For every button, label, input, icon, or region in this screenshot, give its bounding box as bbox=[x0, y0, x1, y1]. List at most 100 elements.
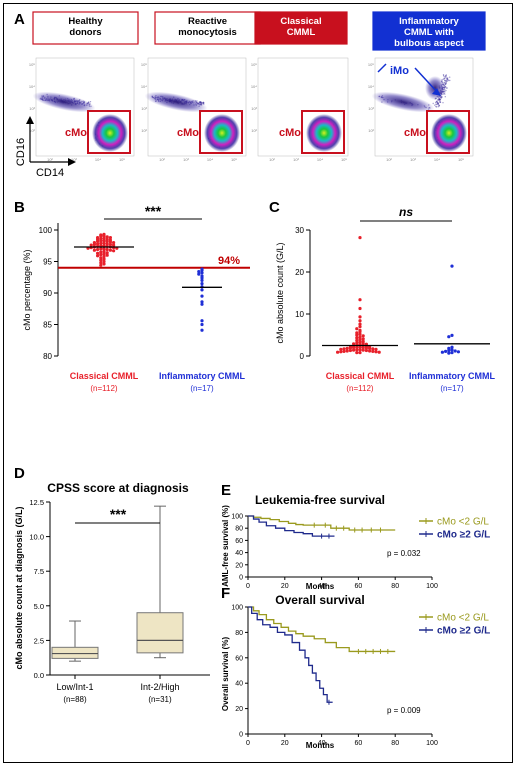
flow-event-dot bbox=[442, 74, 445, 76]
flow-event-dot bbox=[439, 100, 441, 102]
flow-hotspot bbox=[204, 114, 240, 152]
xtick-label: 40 bbox=[318, 740, 326, 747]
panel-f-plot: 0 20 40 60 80 100 0 20 40 60 80 100 bbox=[231, 605, 438, 748]
data-point-classical bbox=[96, 254, 100, 258]
flow-event-dot bbox=[443, 78, 445, 80]
flow-event-dot bbox=[446, 78, 448, 80]
flow-event-dot bbox=[446, 87, 448, 89]
flow-event-dot bbox=[438, 105, 440, 107]
flow-axis-tick: 10³ bbox=[29, 106, 35, 111]
figure-border bbox=[3, 3, 513, 763]
flow-event-dot bbox=[202, 101, 204, 104]
flow-event-dot bbox=[437, 103, 439, 105]
group-header-line: CMML bbox=[287, 27, 316, 38]
flow-event-dot bbox=[203, 101, 205, 104]
legend-label-0: cMo <2 G/L bbox=[437, 517, 489, 528]
ytick-label: 40 bbox=[235, 681, 243, 688]
data-point-classical bbox=[377, 350, 381, 354]
flow-event-dot bbox=[447, 78, 449, 81]
data-point-classical bbox=[355, 348, 359, 352]
xtick-label: 0 bbox=[246, 740, 250, 747]
data-point-classical bbox=[105, 239, 109, 243]
ytick-label: 60 bbox=[235, 538, 243, 545]
flow-event-dot bbox=[436, 103, 439, 105]
data-point-classical bbox=[105, 251, 109, 255]
ytick-label: 2.5 bbox=[34, 636, 44, 645]
data-point-inflammatory bbox=[200, 319, 204, 323]
flow-event-dot bbox=[446, 87, 448, 89]
data-point-classical bbox=[102, 252, 106, 256]
cmo-gate bbox=[87, 110, 131, 154]
data-point-classical bbox=[358, 351, 362, 355]
ytick-label: 60 bbox=[235, 655, 243, 662]
panel-d-xlabels: Low/Int-1 (n=88) Int-2/High (n=31) bbox=[56, 682, 179, 704]
ytick-label: 80 bbox=[235, 526, 243, 533]
panel-c-significance: ns bbox=[399, 205, 413, 219]
data-point-classical bbox=[348, 346, 352, 350]
flow-event-dot bbox=[444, 79, 446, 82]
flow-event-dot bbox=[445, 74, 447, 76]
data-point-classical bbox=[355, 336, 359, 340]
flow-event-dot bbox=[437, 106, 439, 108]
group-header-box-1 bbox=[154, 11, 261, 45]
flow-axis-tick: 10⁵ bbox=[29, 62, 35, 67]
data-point-classical bbox=[358, 345, 362, 349]
flow-axis-tick: 10⁴ bbox=[95, 157, 101, 162]
legend-label-1: cMo ≥2 G/L bbox=[437, 626, 490, 637]
flow-event-dot bbox=[435, 103, 437, 105]
flow-event-dot bbox=[438, 104, 441, 107]
data-point-classical bbox=[102, 239, 106, 243]
panel-d-yticks: 0.0 2.5 5.0 7.5 10.0 12.5 bbox=[29, 498, 50, 680]
data-point-classical bbox=[371, 347, 375, 351]
imo-label: iMo bbox=[390, 65, 409, 77]
flow-event-dot bbox=[443, 78, 446, 80]
flow-event-dot bbox=[444, 85, 447, 88]
data-point-classical bbox=[374, 347, 378, 351]
data-point-classical bbox=[358, 340, 362, 344]
data-point-classical bbox=[361, 348, 365, 352]
panel-b-ylabel: cMo percentage (%) bbox=[22, 249, 32, 330]
data-point-classical bbox=[92, 248, 96, 252]
flow-event-dot bbox=[445, 82, 447, 85]
flow-event-dot bbox=[444, 82, 446, 84]
data-point-classical bbox=[99, 263, 103, 267]
data-point-classical bbox=[96, 242, 100, 246]
ytick-label: 10 bbox=[295, 310, 304, 319]
data-point-classical bbox=[102, 254, 106, 259]
group-header-line: CMML with bbox=[404, 27, 454, 38]
data-point-classical bbox=[358, 306, 362, 311]
data-point-classical bbox=[102, 247, 106, 251]
ytick-label: 7.5 bbox=[34, 567, 44, 576]
flow-axis-tick: 10⁵ bbox=[231, 157, 237, 162]
data-point-inflammatory bbox=[200, 322, 204, 327]
flow-axis-tick: 10⁴ bbox=[251, 84, 257, 89]
flow-event-dot bbox=[445, 75, 447, 77]
ytick-label: 100 bbox=[231, 605, 243, 612]
flow-event-dot bbox=[438, 98, 441, 101]
flow-plot-3: 10⁵ 10⁴ 10³ 10² 10² 10³ 10⁴ 10⁵ cMo iMo bbox=[368, 57, 474, 162]
group-header-line: Inflammatory bbox=[399, 16, 459, 27]
flow-event-dot bbox=[445, 80, 447, 82]
data-point-inflammatory bbox=[447, 335, 451, 339]
data-point-classical bbox=[352, 346, 356, 350]
flow-axis-tick: 10⁴ bbox=[141, 84, 147, 89]
survival-curve-0 bbox=[248, 606, 396, 653]
data-point-classical bbox=[99, 261, 103, 265]
data-point-classical bbox=[99, 241, 103, 245]
flow-event-dot bbox=[436, 103, 438, 106]
flow-event-dot bbox=[437, 101, 439, 104]
flow-event-dot bbox=[437, 102, 439, 104]
data-point-inflammatory bbox=[200, 328, 204, 332]
panel-e-letter: E bbox=[221, 482, 231, 499]
data-point-classical bbox=[339, 350, 343, 354]
ytick-label: 12.5 bbox=[29, 498, 44, 507]
cmo-gate-label: cMo bbox=[65, 127, 87, 139]
data-point-inflammatory bbox=[456, 350, 460, 354]
data-point-classical bbox=[361, 346, 365, 350]
data-point-classical bbox=[368, 346, 372, 350]
ytick-label: 80 bbox=[43, 352, 52, 361]
panel-f: F Overall survival Overall survival (%) … bbox=[221, 585, 490, 750]
flow-event-dot bbox=[442, 74, 445, 77]
cmo-gate bbox=[199, 110, 243, 154]
